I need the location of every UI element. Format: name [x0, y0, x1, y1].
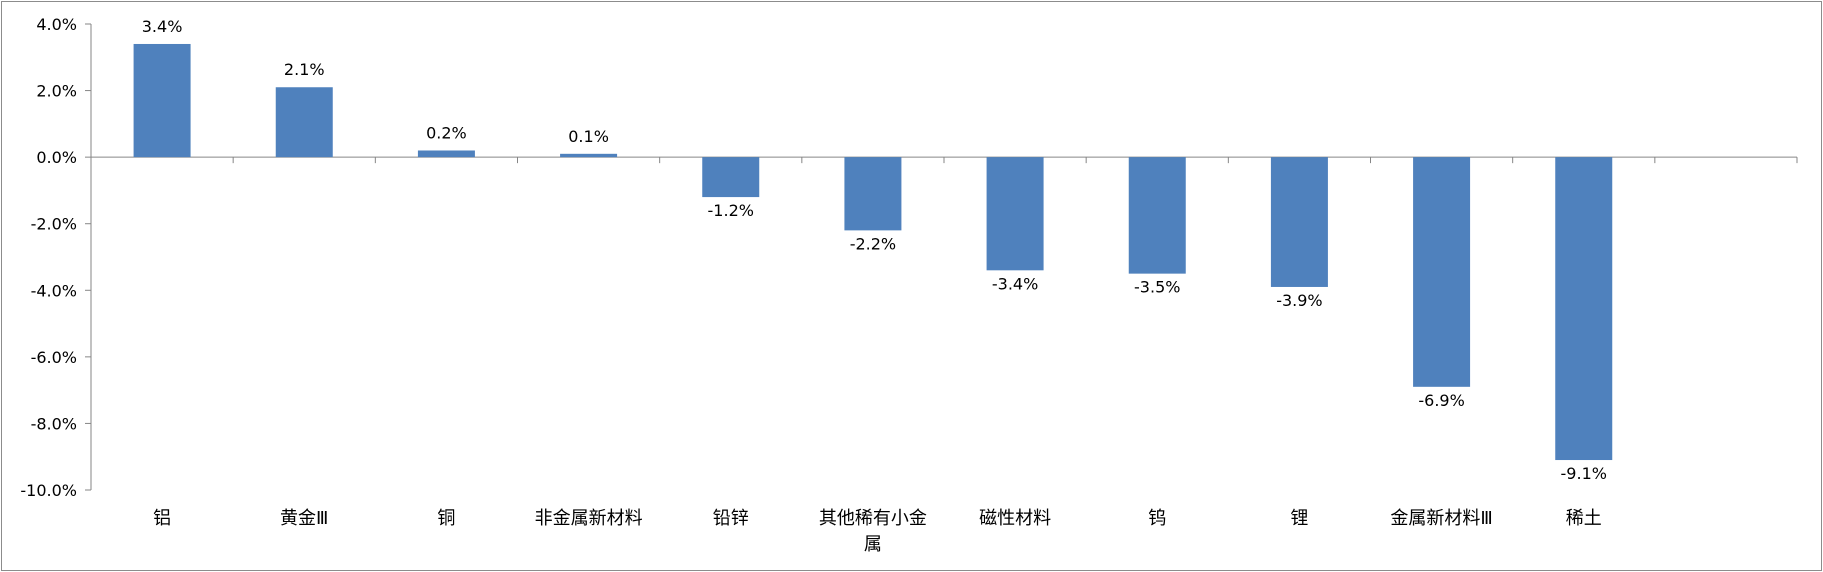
bar [1413, 157, 1471, 387]
bars [133, 43, 1613, 461]
y-tick-label: 0.0% [36, 148, 77, 167]
category-label: 铅锌 [713, 508, 749, 529]
category-label: 金属新材料Ⅲ [1390, 508, 1492, 529]
category-label: 非金属新材料 [535, 508, 643, 529]
data-label: -2.2% [850, 234, 896, 253]
category-label: 稀土 [1566, 508, 1602, 529]
bar [275, 87, 333, 158]
data-label: 0.1% [568, 127, 609, 146]
bar [560, 153, 618, 158]
category-label: 属 [864, 534, 882, 555]
y-tick-label: -4.0% [31, 281, 77, 300]
y-tick-label: -2.0% [31, 215, 77, 234]
data-label: -3.9% [1276, 291, 1322, 310]
bar [133, 43, 191, 158]
data-label: 3.4% [142, 17, 183, 36]
category-label: 黄金Ⅲ [280, 508, 328, 529]
data-label: -1.2% [708, 201, 754, 220]
bar [702, 157, 760, 198]
category-label: 其他稀有小金 [819, 508, 927, 529]
bar [844, 157, 902, 231]
bar [986, 157, 1044, 271]
data-label: -6.9% [1418, 391, 1464, 410]
data-label: 0.2% [426, 123, 467, 142]
y-tick-label: -8.0% [31, 414, 77, 433]
y-tick-label: 2.0% [36, 82, 77, 101]
labels: 3.4% 铝 2.1% 黄金Ⅲ 0.2% 铜 0.1% 非金属新材料 -1.2% 铅锌 -2.2% 其… [142, 17, 1607, 555]
bar [1555, 157, 1613, 461]
data-label: -3.4% [992, 274, 1038, 293]
axes: 4.0% 2.0% 0.0% -2.0% -4.0% -6.0% -8.0% -10.0% [20, 15, 1798, 500]
category-label: 铜 [437, 508, 455, 529]
bar [1270, 157, 1328, 287]
category-label: 锂 [1290, 508, 1308, 529]
category-label: 铝 [153, 508, 171, 529]
data-label: -3.5% [1134, 278, 1180, 297]
bar [1128, 157, 1186, 274]
bar [417, 150, 475, 158]
y-tick-label: -10.0% [20, 481, 77, 500]
y-tick-label: 4.0% [36, 15, 77, 34]
y-tick-label: -6.0% [31, 348, 77, 367]
data-label: 2.1% [284, 60, 325, 79]
category-label: 磁性材料 [979, 508, 1051, 529]
category-label: 钨 [1148, 508, 1166, 529]
data-label: -9.1% [1561, 464, 1607, 483]
